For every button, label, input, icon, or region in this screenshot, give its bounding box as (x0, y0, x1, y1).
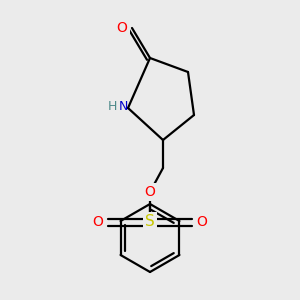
Text: O: O (93, 215, 104, 229)
Text: O: O (117, 21, 128, 35)
Text: S: S (145, 214, 155, 230)
Text: O: O (196, 215, 207, 229)
Text: H: H (107, 100, 117, 113)
Text: N: N (118, 100, 128, 113)
Text: O: O (145, 185, 155, 199)
